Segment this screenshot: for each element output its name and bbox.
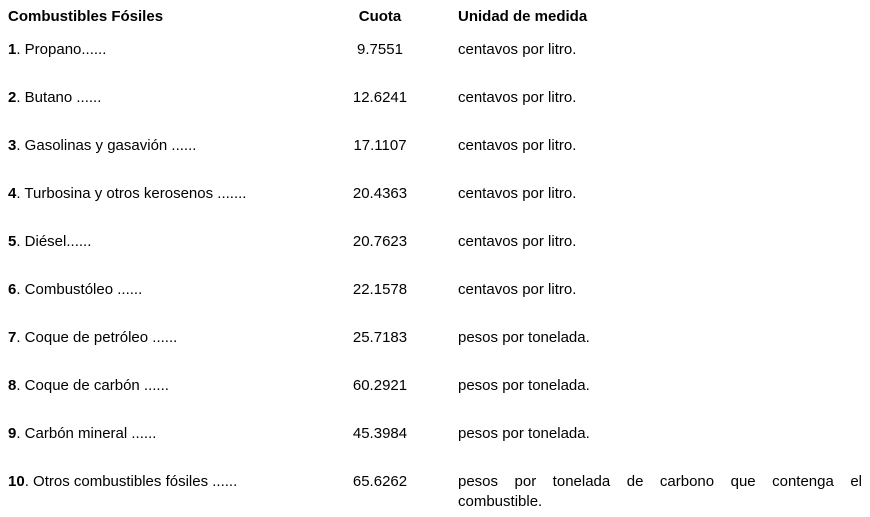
fuel-label: 10. Otros combustibles fósiles ...... [8,472,338,492]
fuel-unit: pesos por tonelada. [458,425,590,442]
fuel-label: 2. Butano ...... [8,88,338,108]
fuel-name: . Propano...... [16,41,107,58]
fuel-cuota: 22.1578 [352,281,408,298]
fuel-cuota: 65.6262 [352,473,408,490]
fuel-unit: centavos por litro. [458,89,577,106]
column-header-cuota: Cuota [358,8,402,25]
fuel-number: 2 [8,89,17,106]
fuel-cuota: 20.7623 [352,233,408,250]
fuel-number: 1 [8,41,17,58]
fuel-name: . Combustóleo ...... [16,281,143,298]
fuel-unit: pesos por tonelada. [458,329,590,346]
fuel-name: . Diésel...... [16,233,92,250]
fuel-name: . Carbón mineral ...... [16,425,157,442]
fuel-number: 3 [8,137,17,154]
fuel-number: 4 [8,185,17,202]
fuel-cuota: 60.2921 [352,377,408,394]
fuel-number: 7 [8,329,17,346]
fuel-number: 8 [8,377,17,394]
fuel-label: 5. Diésel...... [8,232,338,252]
fuel-unit: centavos por litro. [458,185,577,202]
fuel-name: . Coque de petróleo ...... [16,329,178,346]
fuel-cuota: 25.7183 [352,329,408,346]
fuel-unit: centavos por litro. [458,233,577,250]
column-header-unit: Unidad de medida [458,8,588,25]
fuel-name: . Otros combustibles fósiles ...... [24,473,238,490]
fuel-number: 5 [8,233,17,250]
fuel-cuota: 9.7551 [357,41,403,58]
fuel-number: 10 [8,473,25,490]
fuel-label: 6. Combustóleo ...... [8,280,338,300]
column-header-fuels: Combustibles Fósiles [8,8,164,25]
fuel-label: 9. Carbón mineral ...... [8,424,338,444]
fuel-name: . Gasolinas y gasavión ...... [16,137,197,154]
fuel-unit: pesos por tonelada de carbono que conten… [458,473,862,510]
fuel-label: 1. Propano...... [8,40,338,60]
fuel-name: . Coque de carbón ...... [16,377,169,394]
fuel-name: . Butano ...... [16,89,102,106]
fuel-cuota: 17.1107 [353,137,407,154]
fuel-cuota: 45.3984 [352,425,408,442]
fuel-unit: centavos por litro. [458,137,577,154]
fuel-label: 7. Coque de petróleo ...... [8,328,338,348]
fuel-label: 4. Turbosina y otros kerosenos ....... [8,184,338,204]
fuel-cuota: 12.6241 [352,89,408,106]
fuel-name: . Turbosina y otros kerosenos ....... [16,185,247,202]
fuel-unit: centavos por litro. [458,281,577,298]
fuel-cuota: 20.4363 [352,185,408,202]
fuel-number: 9 [8,425,17,442]
fuel-label: 3. Gasolinas y gasavión ...... [8,136,338,156]
fuel-unit: pesos por tonelada. [458,377,590,394]
fuel-number: 6 [8,281,17,298]
fuel-unit: centavos por litro. [458,41,577,58]
fuel-label: 8. Coque de carbón ...... [8,376,338,396]
